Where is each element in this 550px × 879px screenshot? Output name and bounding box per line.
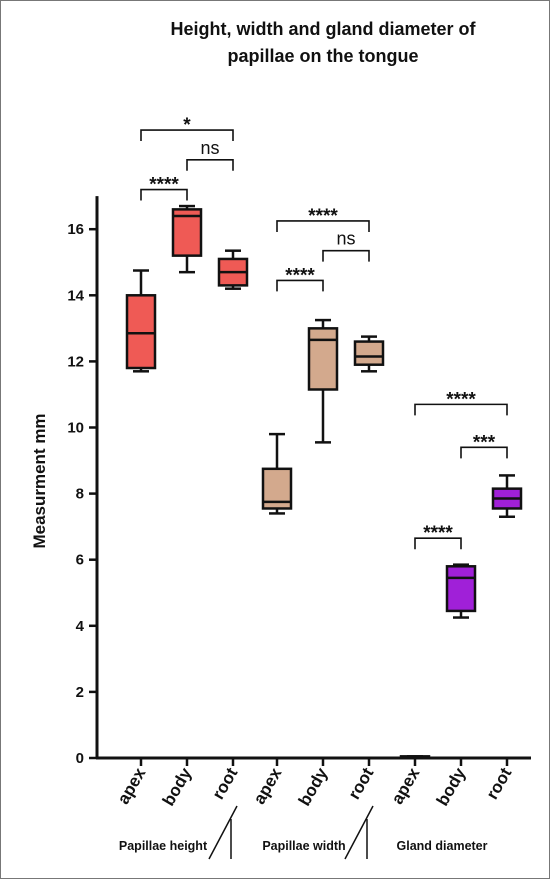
significance-bracket bbox=[322, 249, 370, 262]
box-papillae-width-body bbox=[307, 327, 339, 391]
y-tick-label: 12 bbox=[67, 353, 84, 370]
significance-bracket bbox=[414, 537, 462, 550]
significance-bracket bbox=[140, 129, 234, 142]
y-tick-label: 6 bbox=[76, 552, 84, 569]
chart-title-line-1: Height, width and gland diameter of bbox=[170, 19, 476, 39]
group-label: Gland diameter bbox=[397, 839, 488, 853]
significance-label: **** bbox=[285, 265, 315, 286]
x-category-label-root: root bbox=[482, 764, 515, 802]
significance-bracket bbox=[460, 446, 508, 459]
group-separator bbox=[208, 805, 238, 860]
significance-label: *** bbox=[473, 432, 496, 453]
box-papillae-width-root bbox=[353, 340, 385, 366]
y-tick-label: 0 bbox=[76, 750, 84, 767]
x-category-label-body: body bbox=[433, 764, 470, 809]
significance-label: **** bbox=[423, 523, 453, 544]
x-category-label-apex: apex bbox=[114, 764, 150, 808]
significance-label: ns bbox=[200, 138, 219, 158]
significance-bracket bbox=[276, 220, 370, 232]
group-separator bbox=[344, 805, 374, 860]
y-tick-label: 8 bbox=[76, 486, 84, 503]
y-tick-label: 2 bbox=[76, 684, 84, 701]
group-label: Papillae width bbox=[262, 839, 345, 853]
y-tick-label: 10 bbox=[67, 420, 84, 437]
y-tick-label: 14 bbox=[67, 287, 84, 304]
significance-bracket bbox=[276, 279, 324, 292]
significance-bracket bbox=[414, 403, 508, 416]
y-tick-label: 4 bbox=[76, 618, 85, 635]
box-gland-diameter-body bbox=[445, 565, 477, 613]
x-category-label-apex: apex bbox=[388, 764, 424, 808]
y-axis-label: Measurment mm bbox=[30, 413, 49, 548]
significance-label: **** bbox=[149, 175, 179, 196]
x-category-label-body: body bbox=[159, 764, 196, 809]
x-category-label-root: root bbox=[344, 764, 377, 802]
significance-label: ns bbox=[336, 229, 355, 249]
x-category-label-apex: apex bbox=[250, 764, 286, 808]
chart-title-line-2: papillae on the tongue bbox=[227, 46, 418, 66]
box-papillae-height-apex bbox=[125, 294, 157, 370]
x-category-label-root: root bbox=[208, 764, 241, 802]
significance-label: **** bbox=[308, 206, 338, 227]
y-tick-label: 16 bbox=[67, 221, 84, 238]
group-label: Papillae height bbox=[119, 839, 208, 853]
x-category-label-body: body bbox=[295, 764, 332, 809]
significance-bracket bbox=[140, 188, 188, 201]
significance-bracket bbox=[186, 158, 234, 171]
significance-label: * bbox=[183, 115, 191, 136]
significance-label: **** bbox=[446, 389, 476, 410]
